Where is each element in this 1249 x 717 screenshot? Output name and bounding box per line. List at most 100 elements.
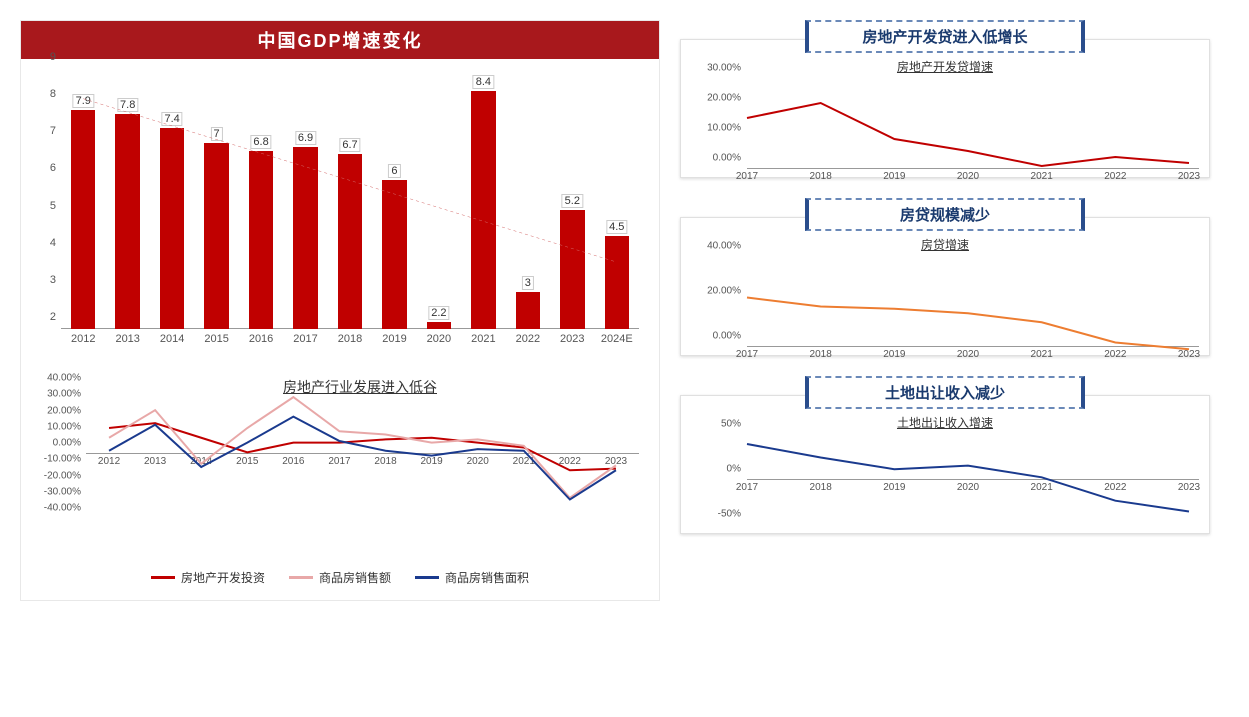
y-tick: 0.00% xyxy=(691,331,741,342)
x-category-label: 2018 xyxy=(810,349,832,360)
mini-line-svg xyxy=(747,257,1189,347)
x-category-label: 2021 xyxy=(1031,171,1053,182)
x-category-label: 2019 xyxy=(883,171,905,182)
y-tick: 5 xyxy=(31,200,56,212)
bar-value-label: 7 xyxy=(211,127,223,141)
x-category-label: 2018 xyxy=(810,171,832,182)
mini-chart-body: 房贷增速0.00%20.00%40.00%2017201820192020202… xyxy=(680,217,1210,356)
mini-chart-title: 房贷规模减少 xyxy=(805,198,1085,231)
y-tick: 10.00% xyxy=(691,123,741,134)
legend-swatch xyxy=(415,576,439,579)
dashboard-container: 中国GDP增速变化 234567897.920127.820137.420147… xyxy=(20,20,1229,601)
bar-value-label: 6.8 xyxy=(250,135,271,149)
mini-chart-plot: 0.00%20.00%40.00%20172018201920202021202… xyxy=(691,257,1199,347)
y-tick: 40.00% xyxy=(26,373,81,384)
y-tick: 7 xyxy=(31,125,56,137)
gdp-bar: 7.4 xyxy=(160,128,184,329)
bar-value-label: 6 xyxy=(388,164,400,178)
y-tick: 0.00% xyxy=(26,438,81,449)
mini-chart-body: 房地产开发贷增速0.00%10.00%20.00%30.00%201720182… xyxy=(680,39,1210,178)
y-tick: 10.00% xyxy=(26,421,81,432)
y-tick: -30.00% xyxy=(26,486,81,497)
y-tick: 30.00% xyxy=(26,389,81,400)
gdp-bar-chart: 234567897.920127.820137.42014720156.8201… xyxy=(21,59,659,359)
x-category-label: 2022 xyxy=(1104,171,1126,182)
mini-chart-card: 房贷规模减少房贷增速0.00%20.00%40.00%2017201820192… xyxy=(680,198,1210,356)
gdp-bar: 8.4 xyxy=(471,91,495,329)
y-tick: 4 xyxy=(31,237,56,249)
y-tick: 40.00% xyxy=(691,241,741,252)
y-tick: 9 xyxy=(31,51,56,63)
x-category-label: 2020 xyxy=(957,349,979,360)
bar-value-label: 7.8 xyxy=(117,98,138,112)
gdp-bar: 4.5 xyxy=(605,236,629,329)
legend-item: 商品房销售额 xyxy=(289,569,391,586)
gdp-bar: 7.8 xyxy=(115,114,139,329)
x-category-label: 2023 xyxy=(1178,349,1200,360)
y-tick: 6 xyxy=(31,162,56,174)
y-tick: 0.00% xyxy=(691,153,741,164)
y-tick: -20.00% xyxy=(26,470,81,481)
legend-item: 房地产开发投资 xyxy=(151,569,265,586)
legend-label: 商品房销售面积 xyxy=(445,569,529,586)
x-category-label: 2019 xyxy=(883,349,905,360)
mini-chart-title: 土地出让收入减少 xyxy=(805,376,1085,409)
bar-value-label: 2.2 xyxy=(428,306,449,320)
mini-chart-body: 土地出让收入增速-50%0%50%20172018201920202021202… xyxy=(680,395,1210,534)
mini-chart-title: 房地产开发贷进入低增长 xyxy=(805,20,1085,53)
gdp-bar: 5.2 xyxy=(560,210,584,329)
y-tick: 20.00% xyxy=(26,405,81,416)
legend-label: 商品房销售额 xyxy=(319,569,391,586)
mini-chart-plot: 0.00%10.00%20.00%30.00%20172018201920202… xyxy=(691,79,1199,169)
mini-chart-plot: -50%0%50%2017201820192020202120222023 xyxy=(691,435,1199,525)
x-category-label: 2021 xyxy=(1031,349,1053,360)
gdp-chart-title: 中国GDP增速变化 xyxy=(21,21,659,59)
y-tick: 30.00% xyxy=(691,63,741,74)
gdp-bar: 7.9 xyxy=(71,110,95,329)
legend-item: 商品房销售面积 xyxy=(415,569,529,586)
x-category-label: 2017 xyxy=(736,171,758,182)
gdp-bar: 6 xyxy=(382,180,406,329)
line-series-svg xyxy=(86,389,639,519)
bar-value-label: 8.4 xyxy=(473,75,494,89)
x-category-label: 2020 xyxy=(957,171,979,182)
x-category-label: 2017 xyxy=(736,349,758,360)
y-tick: 3 xyxy=(31,274,56,286)
legend-swatch xyxy=(289,576,313,579)
y-tick: 0% xyxy=(691,464,741,475)
gdp-bar: 6.8 xyxy=(249,151,273,329)
x-category-label: 2022 xyxy=(1104,349,1126,360)
x-category-label: 2023 xyxy=(1178,171,1200,182)
mini-chart-subtitle: 房地产开发贷增速 xyxy=(691,58,1199,75)
mini-chart-card: 土地出让收入减少土地出让收入增速-50%0%50%201720182019202… xyxy=(680,376,1210,534)
mini-line-svg xyxy=(747,435,1189,525)
realestate-line-chart: 房地产行业发展进入低谷 -40.00%-30.00%-20.00%-10.00%… xyxy=(21,359,659,559)
bar-value-label: 7.4 xyxy=(161,112,182,126)
realestate-legend: 房地产开发投资 商品房销售额 商品房销售面积 xyxy=(21,559,659,600)
right-column: 房地产开发贷进入低增长房地产开发贷增速 0.00% 10.00% 20.00% 30.0… xyxy=(680,20,1210,601)
left-column: 中国GDP增速变化 234567897.920127.820137.420147… xyxy=(20,20,660,601)
gdp-bar: 2.2 xyxy=(427,322,451,329)
bar-value-label: 4.5 xyxy=(606,220,627,234)
bar-value-label: 6.7 xyxy=(339,138,360,152)
y-tick: -50% xyxy=(691,509,741,520)
mini-chart-card: 房地产开发贷进入低增长房地产开发贷增速 0.00% 10.00% 20.00% 30.0… xyxy=(680,20,1210,178)
y-tick: -40.00% xyxy=(26,503,81,514)
mini-chart-subtitle: 房贷增速 xyxy=(691,236,1199,253)
bar-value-label: 3 xyxy=(522,276,534,290)
y-tick: 8 xyxy=(31,88,56,100)
gdp-bar: 6.9 xyxy=(293,147,317,329)
bar-value-label: 6.9 xyxy=(295,131,316,145)
y-tick: 50% xyxy=(691,419,741,430)
bar-value-label: 5.2 xyxy=(562,194,583,208)
legend-label: 房地产开发投资 xyxy=(181,569,265,586)
gdp-bar: 6.7 xyxy=(338,154,362,329)
mini-chart-subtitle: 土地出让收入增速 xyxy=(691,414,1199,431)
gdp-bar: 7 xyxy=(204,143,228,329)
y-tick: 20.00% xyxy=(691,93,741,104)
y-tick: 2 xyxy=(31,311,56,323)
y-tick: 20.00% xyxy=(691,286,741,297)
gdp-bar: 3 xyxy=(516,292,540,329)
mini-line-svg xyxy=(747,79,1189,169)
legend-swatch xyxy=(151,576,175,579)
